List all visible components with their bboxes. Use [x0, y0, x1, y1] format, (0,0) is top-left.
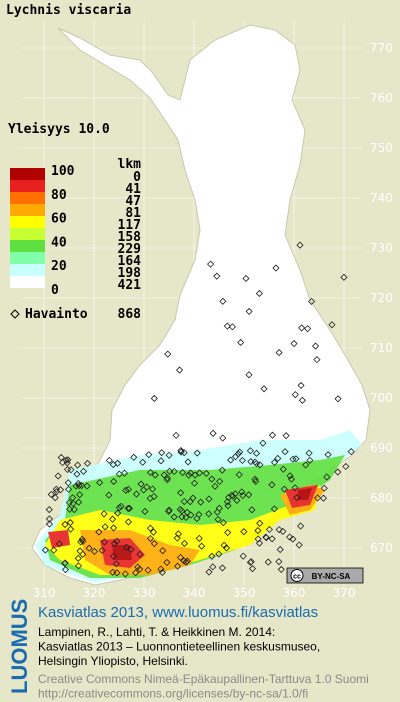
legend-swatch — [10, 240, 45, 252]
observation-symbol — [10, 309, 20, 319]
observations-count: 868 — [118, 307, 142, 322]
y-tick-label: 720 — [370, 291, 393, 305]
legend-swatch — [10, 180, 45, 192]
scale-label: 100 — [51, 164, 75, 179]
scale-label: 0 — [51, 283, 59, 298]
x-tick-label: 360 — [283, 586, 306, 600]
count: 0 — [133, 170, 141, 185]
badge-frame — [286, 567, 364, 584]
citation-line: Kasviatlas 2013 – Luonnontieteellinen ke… — [38, 640, 320, 654]
count: 198 — [118, 266, 142, 281]
legend-swatch — [10, 168, 45, 180]
scale-label: 60 — [51, 212, 67, 227]
license-line: Creative Commons Nimeä-Epäkaupallinen-Ta… — [38, 672, 369, 686]
footer: Lampinen, R., Lahti, T. & Heikkinen M. 2… — [38, 625, 369, 701]
x-tick-label: 330 — [133, 586, 156, 600]
count: 81 — [125, 206, 141, 221]
footer-heading: Kasviatlas 2013, www.luomus.fi/kasviatla… — [38, 604, 318, 621]
count: 41 — [125, 182, 141, 197]
count: 47 — [125, 194, 141, 209]
legend-swatch — [10, 192, 45, 204]
citation-line: Lampinen, R., Lahti, T. & Heikkinen M. 2… — [38, 625, 275, 639]
y-tick-label: 710 — [370, 341, 393, 355]
license-line: http://creativecommons.org/licenses/by-n… — [38, 687, 308, 701]
count: 164 — [118, 254, 142, 269]
y-tick-label: 750 — [370, 141, 393, 155]
badge-icon-text: cc — [293, 574, 301, 581]
y-tick-label: 700 — [370, 391, 393, 405]
badge-icon — [290, 569, 304, 582]
scale-label: 80 — [51, 188, 67, 203]
badge-text: BY-NC-SA — [312, 572, 351, 581]
y-tick-label: 690 — [370, 441, 393, 455]
x-tick-label: 310 — [33, 586, 56, 600]
frequency: Yleisyys 10.0 — [8, 122, 110, 137]
y-tick-label: 730 — [370, 241, 393, 255]
observation-markers — [41, 241, 355, 578]
count: 421 — [118, 278, 142, 293]
legend-swatch — [10, 216, 45, 228]
y-tick-label: 740 — [370, 191, 393, 205]
legend-swatch — [10, 204, 45, 216]
legend-swatch — [10, 276, 45, 288]
y-tick-label: 680 — [370, 491, 393, 505]
count: 117 — [118, 218, 141, 233]
legend-swatch — [10, 264, 45, 276]
x-tick-label: 320 — [83, 586, 106, 600]
license-badge: cc BY-NC-SA — [286, 567, 364, 584]
y-tick-label: 670 — [370, 541, 393, 555]
y-tick-label: 760 — [370, 91, 393, 105]
scale-label: 20 — [51, 259, 67, 274]
x-tick-label: 350 — [233, 586, 256, 600]
count: 158 — [118, 230, 142, 245]
marker-set — [41, 241, 355, 578]
logo: LUOMUS — [7, 599, 32, 694]
observations-label: Havainto — [25, 307, 88, 322]
count-header: lkm — [118, 157, 142, 172]
x-tick-label: 370 — [333, 586, 356, 600]
citation-line: Helsingin Yliopisto, Helsinki. — [38, 654, 188, 668]
y-tick-label: 770 — [370, 41, 393, 55]
legend-swatch — [10, 252, 45, 264]
legend-swatch — [10, 228, 45, 240]
count: 229 — [118, 242, 141, 257]
x-tick-label: 340 — [183, 586, 206, 600]
map-title: Lychnis viscaria — [6, 3, 131, 18]
scale-label: 40 — [51, 235, 67, 250]
